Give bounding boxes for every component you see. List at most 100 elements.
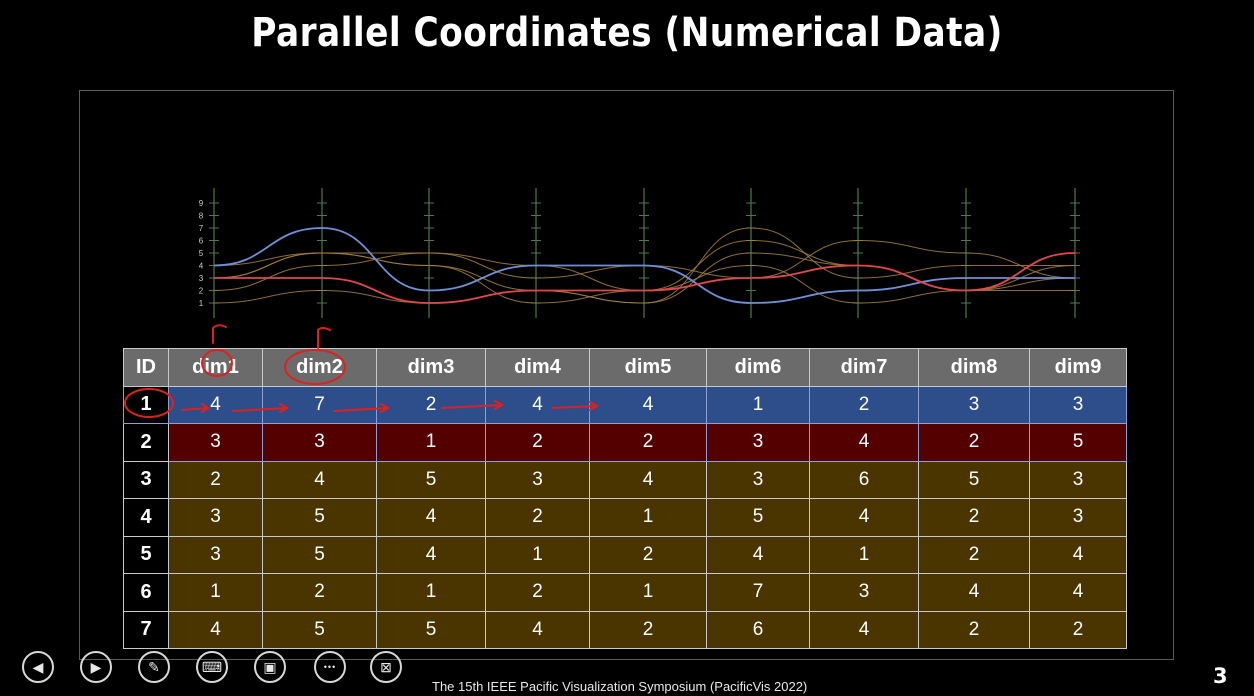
value-cell: 3 xyxy=(168,423,263,462)
value-cell: 5 xyxy=(1029,423,1127,462)
screen-close-icon: ⊠ xyxy=(380,658,392,675)
value-cell: 2 xyxy=(809,385,919,424)
value-cell: 2 xyxy=(1029,610,1127,649)
tick-label: 8 xyxy=(199,212,204,221)
series-line-2 xyxy=(214,252,1076,304)
row-id-cell: 5 xyxy=(123,535,169,574)
value-cell: 2 xyxy=(376,385,486,424)
row-id-cell: 7 xyxy=(123,610,169,649)
value-cell: 3 xyxy=(918,385,1030,424)
value-cell: 4 xyxy=(809,423,919,462)
end-show-button[interactable]: ⊠ xyxy=(370,651,402,683)
value-cell: 7 xyxy=(262,385,377,424)
pen-tool-button[interactable]: ✎ xyxy=(138,651,170,683)
value-cell: 4 xyxy=(376,498,486,537)
value-cell: 2 xyxy=(918,423,1030,462)
tick-label: 4 xyxy=(199,262,204,271)
row-id-cell: 1 xyxy=(123,385,169,424)
footer-text: The 15th IEEE Pacific Visualization Symp… xyxy=(432,679,808,694)
header-dim5: dim5 xyxy=(589,348,707,387)
pen-icon: ✎ xyxy=(148,658,160,675)
value-cell: 3 xyxy=(809,573,919,612)
keyboard-icon: ⌨ xyxy=(201,658,223,675)
value-cell: 4 xyxy=(485,610,590,649)
value-cell: 2 xyxy=(589,610,707,649)
value-cell: 5 xyxy=(262,535,377,574)
value-cell: 1 xyxy=(589,573,707,612)
value-cell: 4 xyxy=(168,610,263,649)
header-id: ID xyxy=(123,348,169,387)
table-header-row: ID dim1 dim2 dim3 dim4 dim5 dim6 dim7 dim8 dim9 xyxy=(123,348,1127,387)
value-cell: 2 xyxy=(589,535,707,574)
value-cell: 4 xyxy=(168,385,263,424)
value-cell: 3 xyxy=(706,423,810,462)
value-cell: 5 xyxy=(262,498,377,537)
value-cell: 2 xyxy=(168,460,263,499)
tick-label: 7 xyxy=(199,224,204,233)
value-cell: 4 xyxy=(809,610,919,649)
header-dim2: dim2 xyxy=(262,348,377,387)
series-line-6 xyxy=(213,227,1075,304)
value-cell: 1 xyxy=(376,423,486,462)
value-cell: 2 xyxy=(918,610,1030,649)
page-number: 3 xyxy=(1213,664,1228,688)
value-cell: 4 xyxy=(706,535,810,574)
chart-frame xyxy=(79,90,1174,660)
see-all-slides-button[interactable]: ▣ xyxy=(254,651,286,683)
value-cell: 5 xyxy=(262,610,377,649)
header-dim4: dim4 xyxy=(485,348,590,387)
value-cell: 4 xyxy=(918,573,1030,612)
ellipsis-icon: ••• xyxy=(323,662,337,672)
value-cell: 3 xyxy=(262,423,377,462)
value-cell: 3 xyxy=(706,460,810,499)
value-cell: 2 xyxy=(589,423,707,462)
tick-label: 6 xyxy=(199,237,204,246)
value-cell: 4 xyxy=(1029,573,1127,612)
tick-label: 2 xyxy=(199,287,204,296)
previous-slide-button[interactable]: ◀ xyxy=(22,651,54,683)
value-cell: 4 xyxy=(589,460,707,499)
value-cell: 1 xyxy=(589,498,707,537)
value-cell: 4 xyxy=(262,460,377,499)
value-cell: 5 xyxy=(376,610,486,649)
value-cell: 2 xyxy=(485,573,590,612)
value-cell: 3 xyxy=(1029,498,1127,537)
value-cell: 7 xyxy=(706,573,810,612)
value-cell: 2 xyxy=(918,535,1030,574)
value-cell: 6 xyxy=(809,460,919,499)
value-cell: 1 xyxy=(809,535,919,574)
value-cell: 3 xyxy=(168,498,263,537)
value-cell: 2 xyxy=(485,498,590,537)
arrow-left-icon: ◀ xyxy=(32,658,44,675)
value-cell: 5 xyxy=(376,460,486,499)
value-cell: 3 xyxy=(1029,460,1127,499)
subtitles-button[interactable]: ⌨ xyxy=(196,651,228,683)
tick-label: 9 xyxy=(199,199,204,208)
arrow-right-icon: ▶ xyxy=(90,658,102,675)
row-id-cell: 4 xyxy=(123,498,169,537)
header-dim1: dim1 xyxy=(168,348,263,387)
value-cell: 3 xyxy=(485,460,590,499)
value-cell: 1 xyxy=(376,573,486,612)
value-cell: 4 xyxy=(376,535,486,574)
more-options-button[interactable]: ••• xyxy=(314,651,346,683)
header-dim3: dim3 xyxy=(376,348,486,387)
value-cell: 1 xyxy=(168,573,263,612)
value-cell: 1 xyxy=(485,535,590,574)
value-cell: 5 xyxy=(918,460,1030,499)
value-cell: 2 xyxy=(262,573,377,612)
series-line-1 xyxy=(213,227,1075,304)
next-slide-button[interactable]: ▶ xyxy=(80,651,112,683)
value-cell: 5 xyxy=(706,498,810,537)
tick-label: 1 xyxy=(199,299,204,308)
value-cell: 1 xyxy=(706,385,810,424)
row-id-cell: 2 xyxy=(123,423,169,462)
